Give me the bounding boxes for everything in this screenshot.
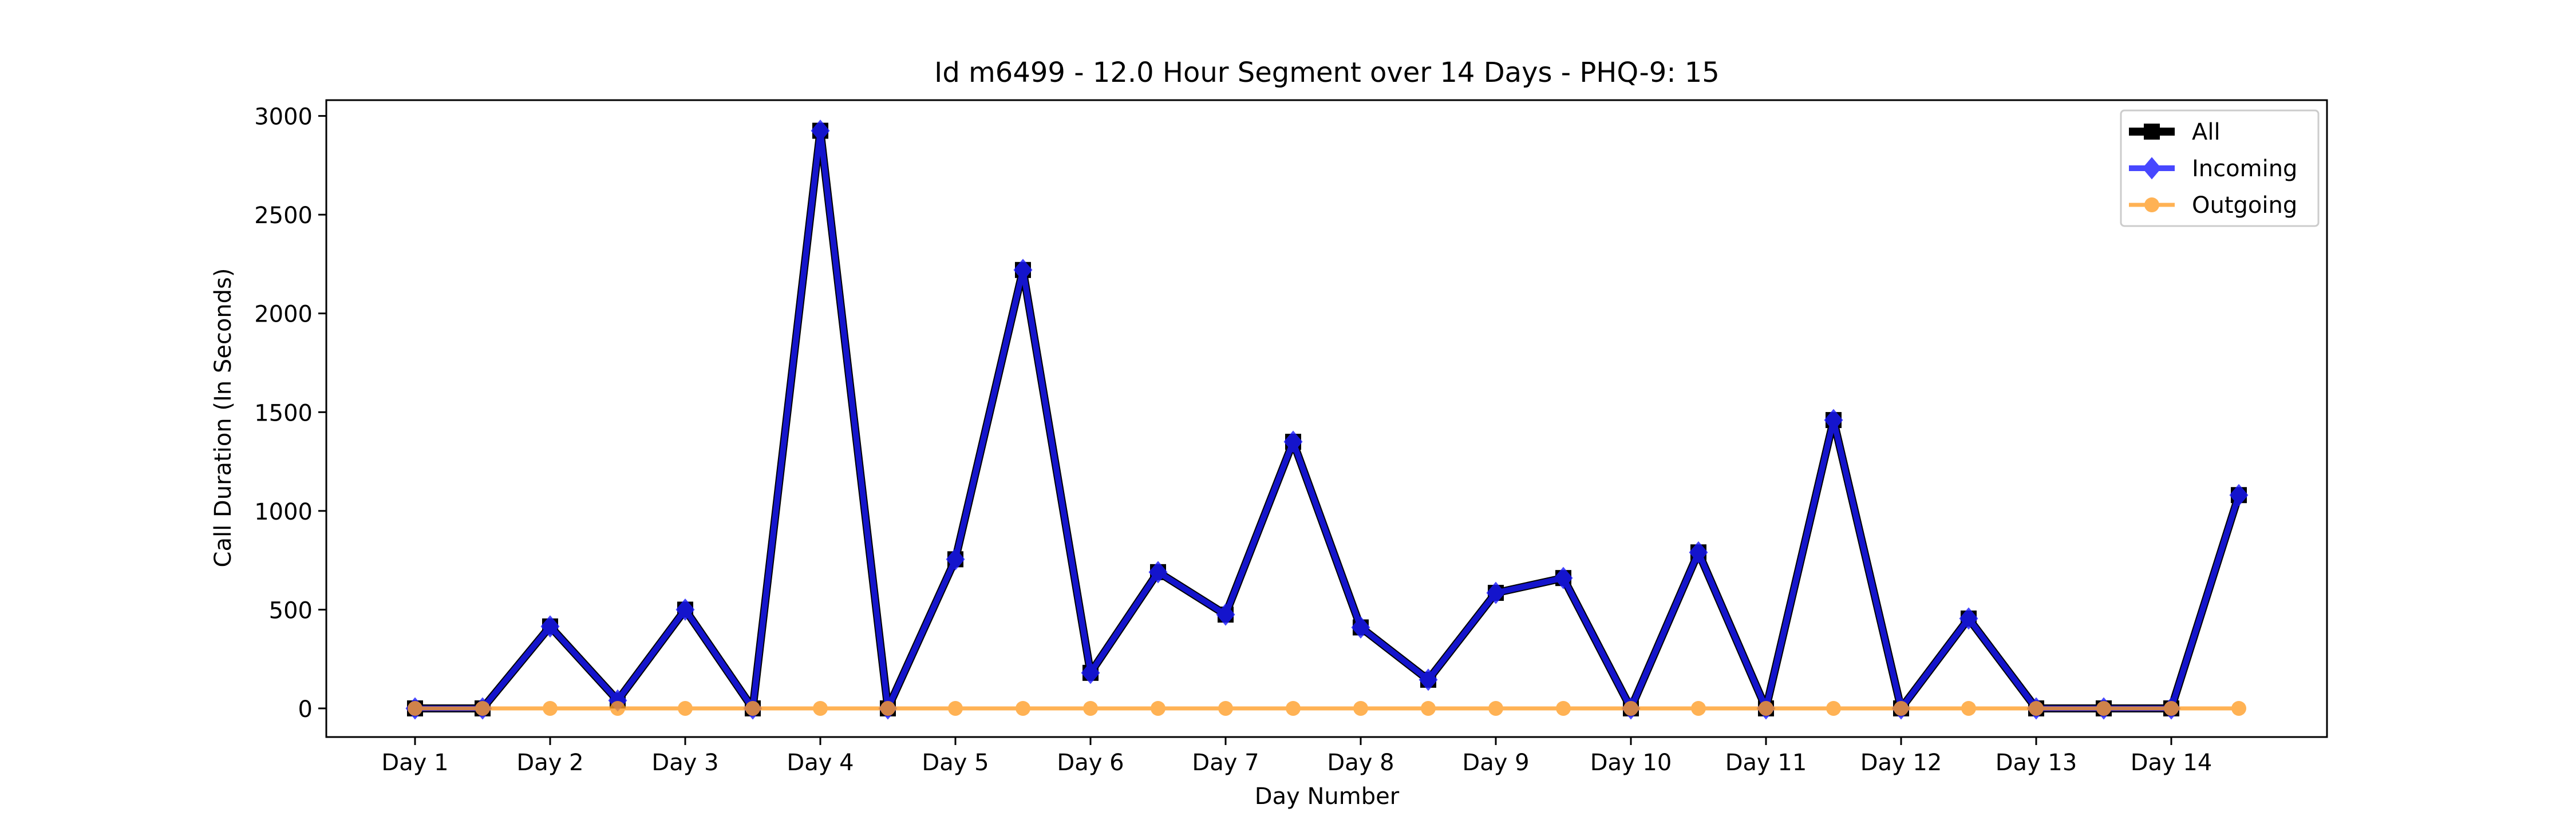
x-tick-label: Day 14 [2131, 750, 2212, 776]
x-tick-label: Day 11 [1725, 750, 1807, 776]
data-point [1488, 700, 1503, 716]
y-tick-label: 0 [298, 696, 313, 723]
data-point [1419, 668, 1438, 691]
legend-frame [2120, 109, 2320, 227]
chart-title: Id m6499 - 12.0 Hour Segment over 14 Day… [934, 57, 1720, 89]
series-outgoing [408, 700, 2246, 716]
y-tick-label: 1000 [254, 499, 313, 525]
data-point [1554, 566, 1573, 589]
x-tick-label: Day 12 [1860, 750, 1942, 776]
data-point [1826, 700, 1841, 716]
legend-marker [2144, 197, 2159, 212]
data-point [2029, 700, 2044, 716]
data-point [475, 700, 490, 716]
y-axis: 0 500 1000 1500 2000 2500 3000 [254, 104, 326, 723]
data-point [1016, 700, 1030, 716]
data-point [813, 700, 828, 716]
data-point [1959, 607, 1978, 630]
legend-label: Outgoing [2192, 192, 2297, 219]
series-layer [405, 119, 2249, 720]
data-point [948, 700, 963, 716]
data-point [2096, 700, 2111, 716]
data-point [946, 548, 965, 571]
y-tick-label: 3000 [254, 104, 313, 130]
data-point [745, 700, 760, 716]
data-point [1353, 700, 1368, 716]
plot-frame [325, 99, 2328, 738]
data-point [1486, 581, 1506, 604]
data-point [1421, 700, 1436, 716]
x-tick-label: Day 7 [1192, 750, 1259, 776]
data-point [1556, 700, 1571, 716]
y-tick-label: 500 [269, 597, 313, 624]
legend-marker [2144, 124, 2160, 140]
data-point [1759, 700, 1773, 716]
data-point [675, 598, 695, 621]
data-point [1218, 700, 1233, 716]
legend-item-outgoing [2129, 197, 2175, 212]
data-point [811, 119, 830, 142]
data-point [1081, 661, 1100, 684]
legend-item-all [2129, 124, 2175, 140]
x-tick-label: Day 10 [1590, 750, 1672, 776]
data-point [1286, 700, 1301, 716]
data-point [2231, 700, 2246, 716]
y-axis-label: Call Duration (In Seconds) [210, 268, 236, 568]
x-tick-label: Day 5 [922, 750, 989, 776]
x-axis: Day 1 Day 2 Day 3 Day 4 Day 5 Day 6 Day 7 Day 8… [381, 737, 2212, 776]
data-point [540, 615, 560, 638]
legend-marker [2142, 157, 2162, 180]
x-tick-label: Day 6 [1057, 750, 1124, 776]
x-axis-label: Day Number [1255, 783, 1400, 810]
data-point [543, 700, 558, 716]
data-point [1148, 561, 1168, 584]
data-point [678, 700, 693, 716]
data-point [880, 700, 895, 716]
data-point [1216, 603, 1235, 626]
x-tick-label: Day 4 [787, 750, 854, 776]
data-point [1351, 616, 1370, 639]
x-tick-label: Day 3 [651, 750, 718, 776]
data-point [1691, 700, 1706, 716]
data-point [2229, 484, 2249, 506]
x-tick-label: Day 1 [381, 750, 448, 776]
x-tick-label: Day 9 [1462, 750, 1529, 776]
data-point [1013, 259, 1033, 282]
data-point [408, 700, 422, 716]
data-point [1824, 409, 1843, 431]
y-tick-label: 1500 [254, 400, 313, 426]
x-tick-label: Day 2 [516, 750, 583, 776]
data-point [1283, 430, 1303, 453]
data-point [1894, 700, 1909, 716]
y-tick-label: 2500 [254, 203, 313, 229]
series-line [415, 128, 2242, 711]
data-point [1083, 700, 1098, 716]
data-point [1623, 700, 1638, 716]
legend-item-incoming [2129, 157, 2175, 180]
legend-label: Incoming [2192, 156, 2297, 182]
data-point [1151, 700, 1165, 716]
data-point [1961, 700, 1976, 716]
x-tick-label: Day 8 [1327, 750, 1394, 776]
data-point [610, 700, 625, 716]
data-point [2164, 700, 2179, 716]
data-point [1689, 541, 1708, 564]
legend-label: All [2192, 119, 2221, 145]
y-tick-label: 2000 [254, 302, 313, 328]
x-tick-label: Day 13 [1996, 750, 2077, 776]
legend: All Incoming Outgoing [2120, 109, 2320, 227]
